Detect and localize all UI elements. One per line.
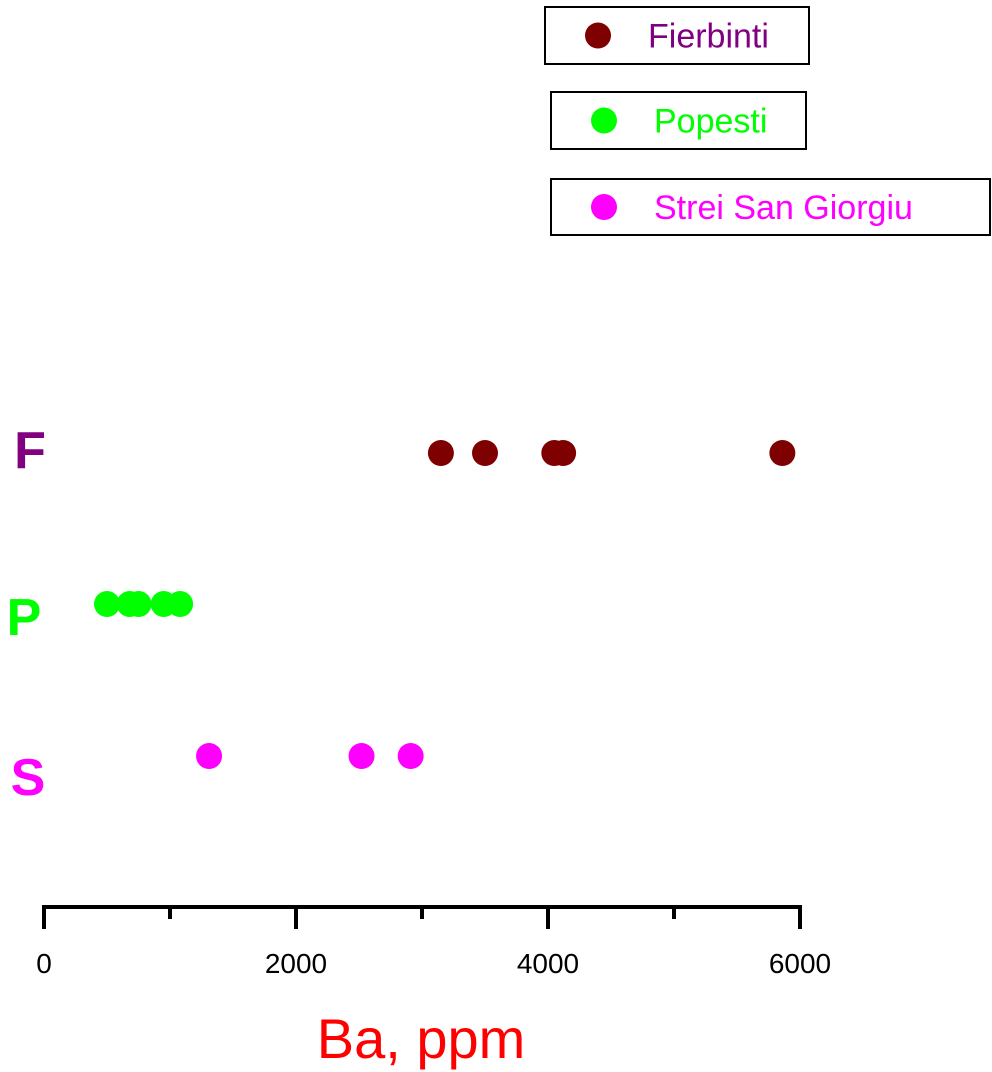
data-point-s	[196, 743, 223, 769]
data-point-p	[167, 591, 194, 617]
legend-item: Fierbinti	[544, 6, 810, 65]
legend-marker	[591, 107, 617, 134]
x-axis-label: Ba, ppm	[317, 1007, 526, 1070]
legend-item: Strei San Giorgiu	[550, 178, 991, 236]
x-tick-label: 0	[36, 948, 52, 979]
x-axis: 0 2000 4000 6000	[36, 905, 831, 979]
legend-label: Strei San Giorgiu	[654, 189, 913, 227]
legend: Fierbinti Popesti Strei San Giorgiu	[544, 6, 991, 236]
x-tick-label: 4000	[517, 948, 579, 979]
category-label-s: S	[11, 749, 46, 807]
category-label-p: P	[7, 589, 42, 647]
data-point-s	[397, 743, 424, 769]
legend-marker	[591, 194, 617, 220]
category-labels: F P S	[7, 422, 46, 807]
legend-label: Fierbinti	[648, 18, 769, 56]
data-points	[94, 440, 796, 769]
legend-label: Popesti	[654, 103, 767, 141]
legend-box	[550, 178, 991, 236]
data-point-s	[348, 743, 375, 769]
data-point-p	[94, 591, 120, 617]
data-point-f	[472, 440, 498, 466]
category-label-f: F	[14, 422, 46, 480]
legend-marker	[585, 22, 611, 49]
data-point-p	[125, 591, 152, 617]
x-tick-label: 2000	[265, 948, 327, 979]
data-point-f	[427, 440, 454, 466]
legend-item: Popesti	[550, 91, 807, 150]
data-point-f	[550, 440, 577, 466]
x-tick-label: 6000	[769, 948, 831, 979]
data-point-f	[769, 440, 796, 466]
